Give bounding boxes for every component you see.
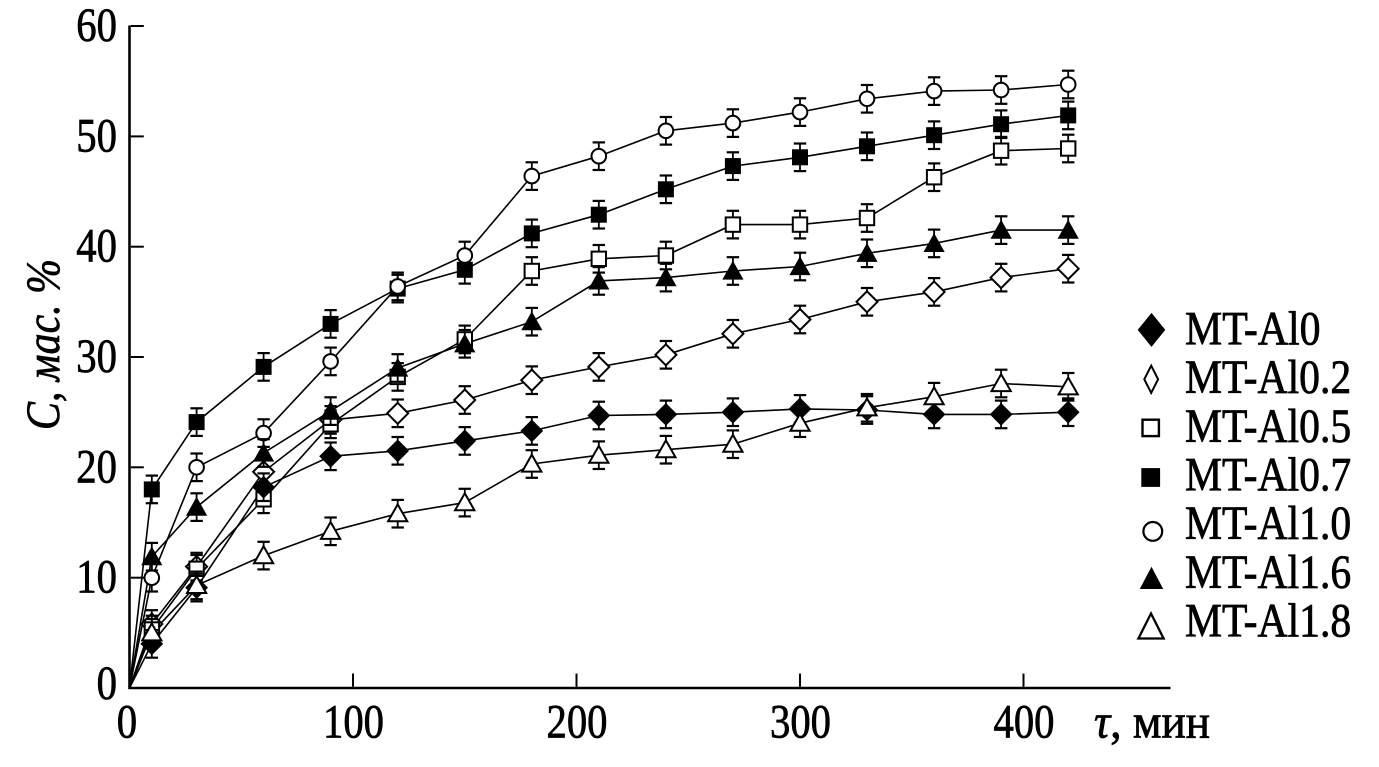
svg-text:C, мас. %: C, мас. % (17, 259, 70, 430)
svg-text:MT-Al0.7: MT-Al0.7 (1185, 449, 1351, 502)
svg-text:MT-Al1.8: MT-Al1.8 (1185, 595, 1351, 648)
svg-text:10: 10 (76, 551, 117, 604)
svg-text:30: 30 (76, 330, 117, 383)
svg-text:200: 200 (547, 695, 608, 748)
svg-text:MT-Al0.5: MT-Al0.5 (1185, 400, 1351, 453)
svg-text:100: 100 (323, 695, 384, 748)
svg-text:MT-Al0.2: MT-Al0.2 (1185, 351, 1351, 404)
svg-text:0: 0 (97, 657, 117, 710)
svg-text:0: 0 (117, 695, 137, 748)
svg-text:τ, мин: τ, мин (1094, 695, 1210, 748)
svg-text:MT-Al1.6: MT-Al1.6 (1185, 546, 1351, 599)
svg-text:MT-Al1.0: MT-Al1.0 (1185, 497, 1351, 550)
svg-text:20: 20 (76, 440, 117, 493)
svg-text:300: 300 (770, 695, 831, 748)
svg-text:MT-Al0: MT-Al0 (1185, 303, 1321, 356)
svg-text:60: 60 (76, 0, 117, 52)
svg-text:400: 400 (994, 695, 1055, 748)
svg-text:40: 40 (76, 220, 117, 273)
svg-text:50: 50 (76, 109, 117, 162)
